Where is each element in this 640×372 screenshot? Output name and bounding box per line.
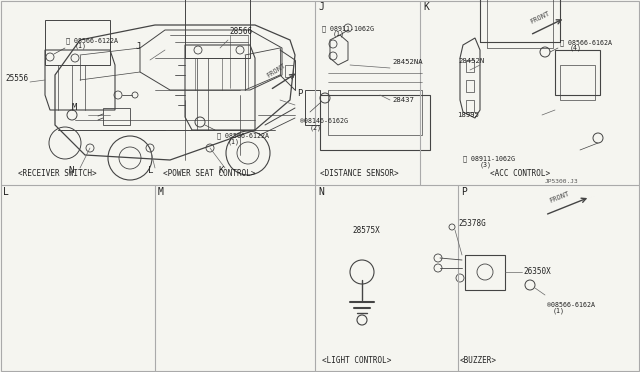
Text: JP5300.J3: JP5300.J3 — [545, 179, 579, 184]
Text: 18995: 18995 — [457, 112, 479, 118]
Text: N: N — [318, 187, 324, 197]
Text: K: K — [423, 2, 429, 12]
Bar — [466, 80, 474, 92]
Text: (2): (2) — [310, 124, 322, 131]
Text: 28437: 28437 — [392, 97, 414, 103]
Bar — [45, 20, 110, 65]
Text: (1): (1) — [75, 42, 87, 49]
Text: K: K — [218, 166, 223, 175]
Bar — [328, 90, 422, 135]
Bar — [320, 95, 430, 150]
Bar — [466, 100, 474, 112]
Text: 25556: 25556 — [5, 74, 28, 83]
Text: M: M — [158, 187, 164, 197]
Bar — [555, 50, 600, 95]
Text: 28566: 28566 — [229, 27, 252, 36]
Text: <BUZZER>: <BUZZER> — [460, 356, 497, 365]
Text: Ⓝ 08911-1062G: Ⓝ 08911-1062G — [463, 155, 515, 161]
Text: 28452N: 28452N — [458, 58, 484, 64]
Text: (1): (1) — [333, 31, 345, 37]
Text: ®08146-6162G: ®08146-6162G — [300, 118, 348, 124]
Text: <DISTANCE SENSOR>: <DISTANCE SENSOR> — [320, 169, 399, 178]
Text: P: P — [461, 187, 467, 197]
Text: Ⓢ 08566-6162A: Ⓢ 08566-6162A — [560, 39, 612, 46]
Bar — [560, 65, 595, 100]
Text: 28452NA: 28452NA — [392, 59, 422, 65]
Text: FRONT: FRONT — [529, 10, 550, 25]
Text: <ACC CONTROL>: <ACC CONTROL> — [490, 169, 550, 178]
Text: J: J — [135, 42, 140, 51]
Text: (4): (4) — [570, 45, 582, 51]
Text: (1): (1) — [553, 308, 565, 314]
Bar — [466, 60, 474, 72]
Text: L: L — [3, 187, 9, 197]
Text: ®08566-6162A: ®08566-6162A — [547, 302, 595, 308]
Bar — [185, 0, 250, 58]
Bar — [487, 0, 553, 48]
Text: Ⓢ 08566-6122A: Ⓢ 08566-6122A — [66, 38, 118, 44]
Bar — [285, 65, 293, 77]
Text: (1): (1) — [228, 138, 240, 144]
Text: L: L — [148, 166, 154, 175]
Bar — [305, 90, 320, 125]
Text: J: J — [318, 2, 324, 12]
Text: <LIGHT CONTROL>: <LIGHT CONTROL> — [322, 356, 392, 365]
Text: M: M — [72, 103, 77, 112]
Text: FRONT: FRONT — [266, 62, 287, 79]
Text: 26350X: 26350X — [523, 267, 551, 276]
Text: <POWER SEAT CONTROL>: <POWER SEAT CONTROL> — [163, 169, 255, 178]
Text: Ⓝ 08911-1062G: Ⓝ 08911-1062G — [322, 25, 374, 32]
Bar — [465, 255, 505, 290]
Text: FRONT: FRONT — [548, 190, 570, 204]
Text: (3): (3) — [480, 161, 492, 167]
Text: N: N — [68, 166, 74, 175]
Bar — [480, 0, 560, 42]
Text: Ⓢ 08566-6122A: Ⓢ 08566-6122A — [217, 132, 269, 139]
Text: <RECEIVER SWITCH>: <RECEIVER SWITCH> — [18, 169, 97, 178]
Text: 28575X: 28575X — [352, 226, 380, 235]
Text: P: P — [297, 89, 302, 98]
Text: 25378G: 25378G — [458, 219, 486, 228]
